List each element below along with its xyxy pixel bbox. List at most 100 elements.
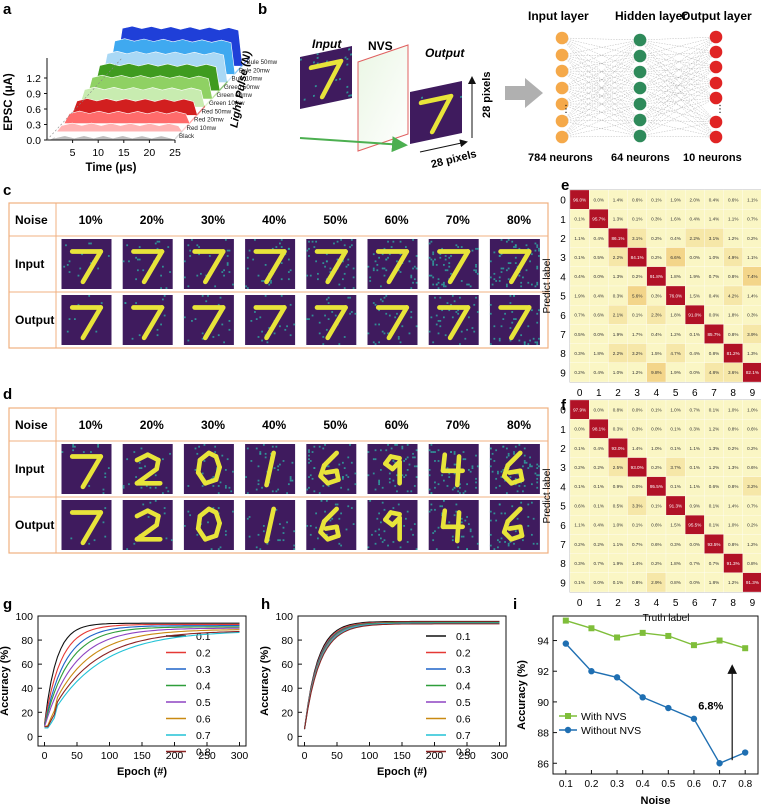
noise-pixel [217,548,220,550]
noise-pixel [72,444,74,446]
connection [639,36,717,73]
noise-pixel [450,451,452,453]
cell-value: 0.6% [574,503,584,508]
noise-pixel [339,78,341,81]
noise-pixel [336,503,339,506]
noise-pixel [504,541,506,543]
digit-stroke [141,249,165,285]
row-tick-label: 3 [560,463,566,474]
connection [561,54,641,73]
noise-pixel [430,508,433,511]
noise-pixel [140,486,143,489]
connection [639,51,717,89]
noise-pixel [246,492,249,494]
nvs-title: NVS [368,39,393,53]
noise-pixel [412,267,414,270]
column-tick-label: 4 [654,388,660,399]
noise-pixel [451,295,454,297]
noise-pixel [308,240,310,243]
ribbon-black [47,135,176,141]
noise-pixel [396,312,398,315]
noise-pixel [518,339,521,342]
cell-value: 0.1% [690,465,700,470]
x-axis-title: Noise [641,795,671,807]
noise-pixel [347,456,350,459]
cell-value: 1.1% [690,484,700,489]
row-tick-label: 7 [560,330,566,341]
noise-pixel [381,541,384,543]
connection [639,119,717,138]
cell-value: 0.6% [747,465,757,470]
noise-pixel [413,523,416,525]
noise-pixel [284,328,287,331]
panel-e-confusion-matrix: 96.0% 0.0% 1.4% 0.6% 0.1% 1.9% 2.0% 0.4% 0.6% 1.1… [542,189,761,414]
digit-stroke [505,506,523,524]
cell-value: 0.8% [728,274,738,279]
noise-pixel [507,267,510,270]
noise-pixel [489,260,492,263]
pixels-horizontal: 28 pixels [430,148,478,171]
connection [639,51,717,105]
noise-pixel [223,341,225,344]
plot-frame [297,615,507,747]
noise-pixel [282,539,285,542]
noise-pixel [476,272,479,275]
noise-pixel [523,460,526,462]
connection [639,36,717,121]
noise-pixel [536,481,539,484]
legend-bule-20mw: Bule 20mw [239,67,270,74]
neuron [633,113,647,127]
digit-stroke [505,450,523,468]
noise-pixel [380,469,382,471]
noise-pixel [378,483,380,486]
noise-pixel [279,539,281,542]
noise-pixel [158,240,161,243]
noise-pixel [518,274,521,277]
noise-pixel [387,544,389,547]
noise-pixel [308,458,310,461]
column-header: 50% [323,213,347,227]
noise-pixel [232,510,234,513]
noise-pixel [525,269,528,272]
noise-pixel [507,452,510,455]
noise-pixel [372,472,375,475]
noise-pixel [442,285,445,288]
cell-value: 0.2% [651,236,661,241]
cell-value: 0.0% [594,274,604,279]
noise-pixel [322,343,325,345]
noise-pixel [313,246,316,248]
noise-pixel [450,272,452,275]
noise-pixel [262,444,265,446]
legend-label: With NVS [581,711,627,723]
noise-pixel [226,264,229,266]
cell-value: 0.0% [690,580,700,585]
connection [561,37,641,89]
column-tick-label: 6 [692,598,698,609]
noise-pixel [381,501,384,504]
y-tick-label: 90 [537,697,549,709]
noise-pixel [405,246,407,248]
noise-pixel [230,490,233,493]
noise-pixel [306,318,309,320]
noise-pixel [169,271,171,273]
noise-pixel [448,521,451,524]
noise-pixel [311,240,314,243]
cell-value: 0.0% [632,484,642,489]
noise-pixel [381,486,384,489]
noise-pixel [259,452,262,455]
connection [639,135,717,138]
connection [639,82,717,89]
ribbon-edge [235,64,243,75]
noise-pixel [507,544,510,547]
noise-pixel [448,256,451,259]
ribbon-edge [220,80,228,91]
noise-pixel [246,287,249,289]
connection [561,70,641,137]
noise-pixel [217,507,220,509]
noise-pixel [352,267,355,270]
digit-stroke [509,305,532,341]
noise-pixel [444,334,447,337]
noise-pixel [205,300,208,303]
noise-pixel [223,269,225,272]
